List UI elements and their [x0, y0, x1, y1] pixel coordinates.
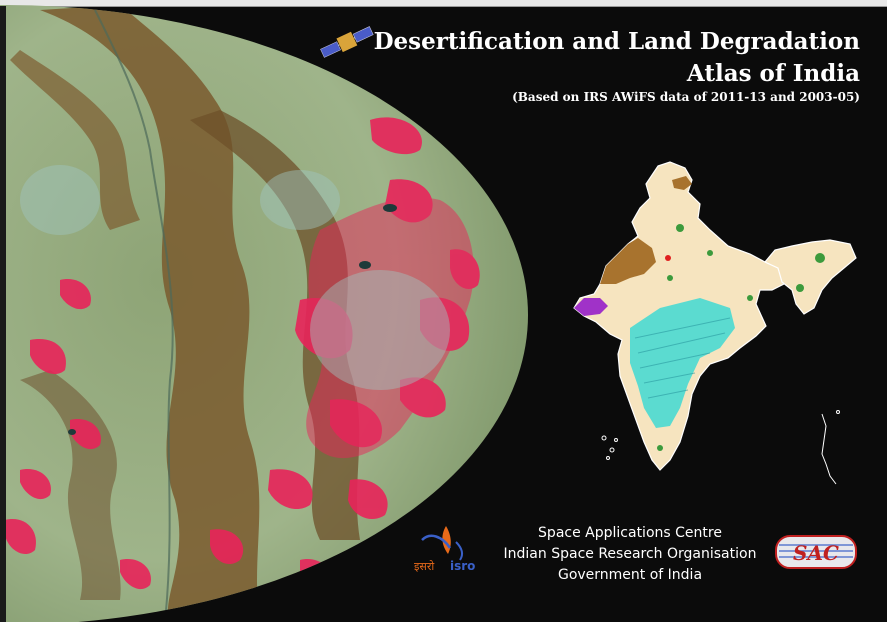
sac-logo-text: SAC — [793, 541, 839, 565]
isro-hindi-text: इसरो — [414, 560, 434, 573]
atlas-title-line1: Desertification and Land Degradation — [373, 28, 860, 55]
india-desertification-map — [573, 161, 857, 485]
sac-logo: SAC — [775, 535, 857, 569]
org-line-isro: Indian Space Research Organisation — [503, 546, 757, 562]
isro-english-text: isro — [450, 559, 475, 573]
org-line-goi: Government of India — [557, 567, 703, 583]
window-left-edge — [0, 6, 6, 622]
org-line-sac: Space Applications Centre — [538, 525, 722, 541]
atlas-title-line2: Atlas of India — [686, 60, 860, 87]
window-top-edge — [0, 0, 887, 7]
satellite-icon — [320, 26, 374, 58]
isro-logo: इसरो isro — [414, 526, 475, 573]
atlas-subtitle: (Based on IRS AWiFS data of 2011-13 and … — [512, 90, 860, 104]
satellite-image — [0, 5, 528, 622]
